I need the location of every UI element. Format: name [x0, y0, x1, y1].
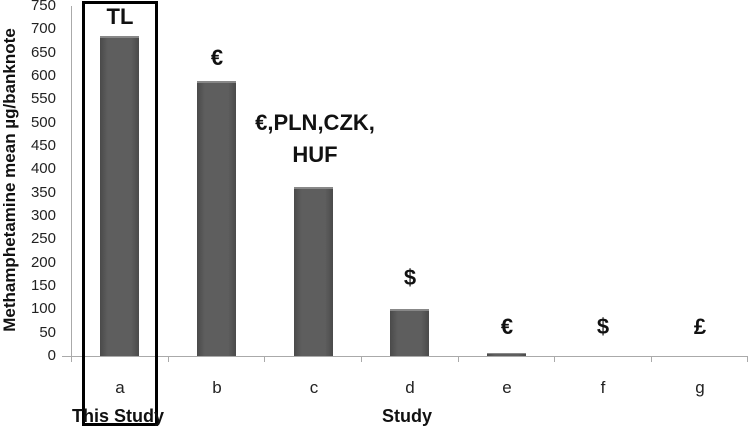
- x-tick-c: c: [309, 378, 319, 397]
- y-tick: 650: [30, 44, 56, 61]
- y-tick: 550: [30, 90, 56, 107]
- x-tick-e: e: [502, 378, 512, 397]
- x-tick-b: b: [212, 378, 222, 397]
- x-tickmark: [361, 356, 362, 362]
- annotation-b: €: [210, 45, 224, 70]
- x-tickmark: [458, 356, 459, 362]
- y-tick: 0: [47, 347, 56, 364]
- annotation-d: $: [403, 265, 417, 290]
- y-tick: 150: [30, 277, 56, 294]
- y-axis-label: Methamphetamine mean µg/banknote: [0, 28, 19, 332]
- y-tick: 100: [30, 300, 56, 317]
- annotation-g: £: [693, 314, 707, 339]
- y-tick: 250: [30, 230, 56, 247]
- this-study-label: This Study: [72, 406, 165, 426]
- x-tickmark: [168, 356, 169, 362]
- x-tickmark: [554, 356, 555, 362]
- x-axis-label: Study: [382, 406, 433, 426]
- annotation-f: $: [596, 314, 610, 339]
- x-tickmark: [71, 356, 72, 362]
- y-tick: 50: [39, 324, 56, 341]
- x-tick-g: g: [695, 378, 705, 397]
- y-tick: 400: [30, 160, 56, 177]
- annotation-c-line2: HUF: [292, 142, 338, 167]
- x-axis: [62, 356, 747, 357]
- bar-b: [197, 81, 236, 356]
- y-tick: 600: [30, 67, 56, 84]
- annotation-c-line1: €,PLN,CZK,: [255, 110, 375, 135]
- x-tickmark: [264, 356, 265, 362]
- this-study-highlight-box: [82, 1, 158, 426]
- x-tick-d: d: [405, 378, 415, 397]
- y-tick: 750: [30, 0, 56, 14]
- y-tick: 350: [30, 184, 56, 201]
- y-tick: 450: [30, 137, 56, 154]
- y-tick: 300: [30, 207, 56, 224]
- bar-c: [294, 187, 333, 356]
- bar-e: [487, 353, 526, 356]
- y-tick: 500: [30, 114, 56, 131]
- y-tick: 200: [30, 254, 56, 271]
- x-tick-a: a: [115, 378, 125, 397]
- annotation-e: €: [500, 314, 514, 339]
- x-tickmark: [747, 356, 748, 362]
- y-tick: 700: [30, 20, 56, 37]
- x-tick-f: f: [600, 378, 606, 397]
- annotation-a: TL: [106, 4, 134, 29]
- bar-d: [390, 309, 429, 356]
- x-tickmark: [651, 356, 652, 362]
- bar-a: [100, 36, 139, 356]
- y-axis: [71, 6, 72, 362]
